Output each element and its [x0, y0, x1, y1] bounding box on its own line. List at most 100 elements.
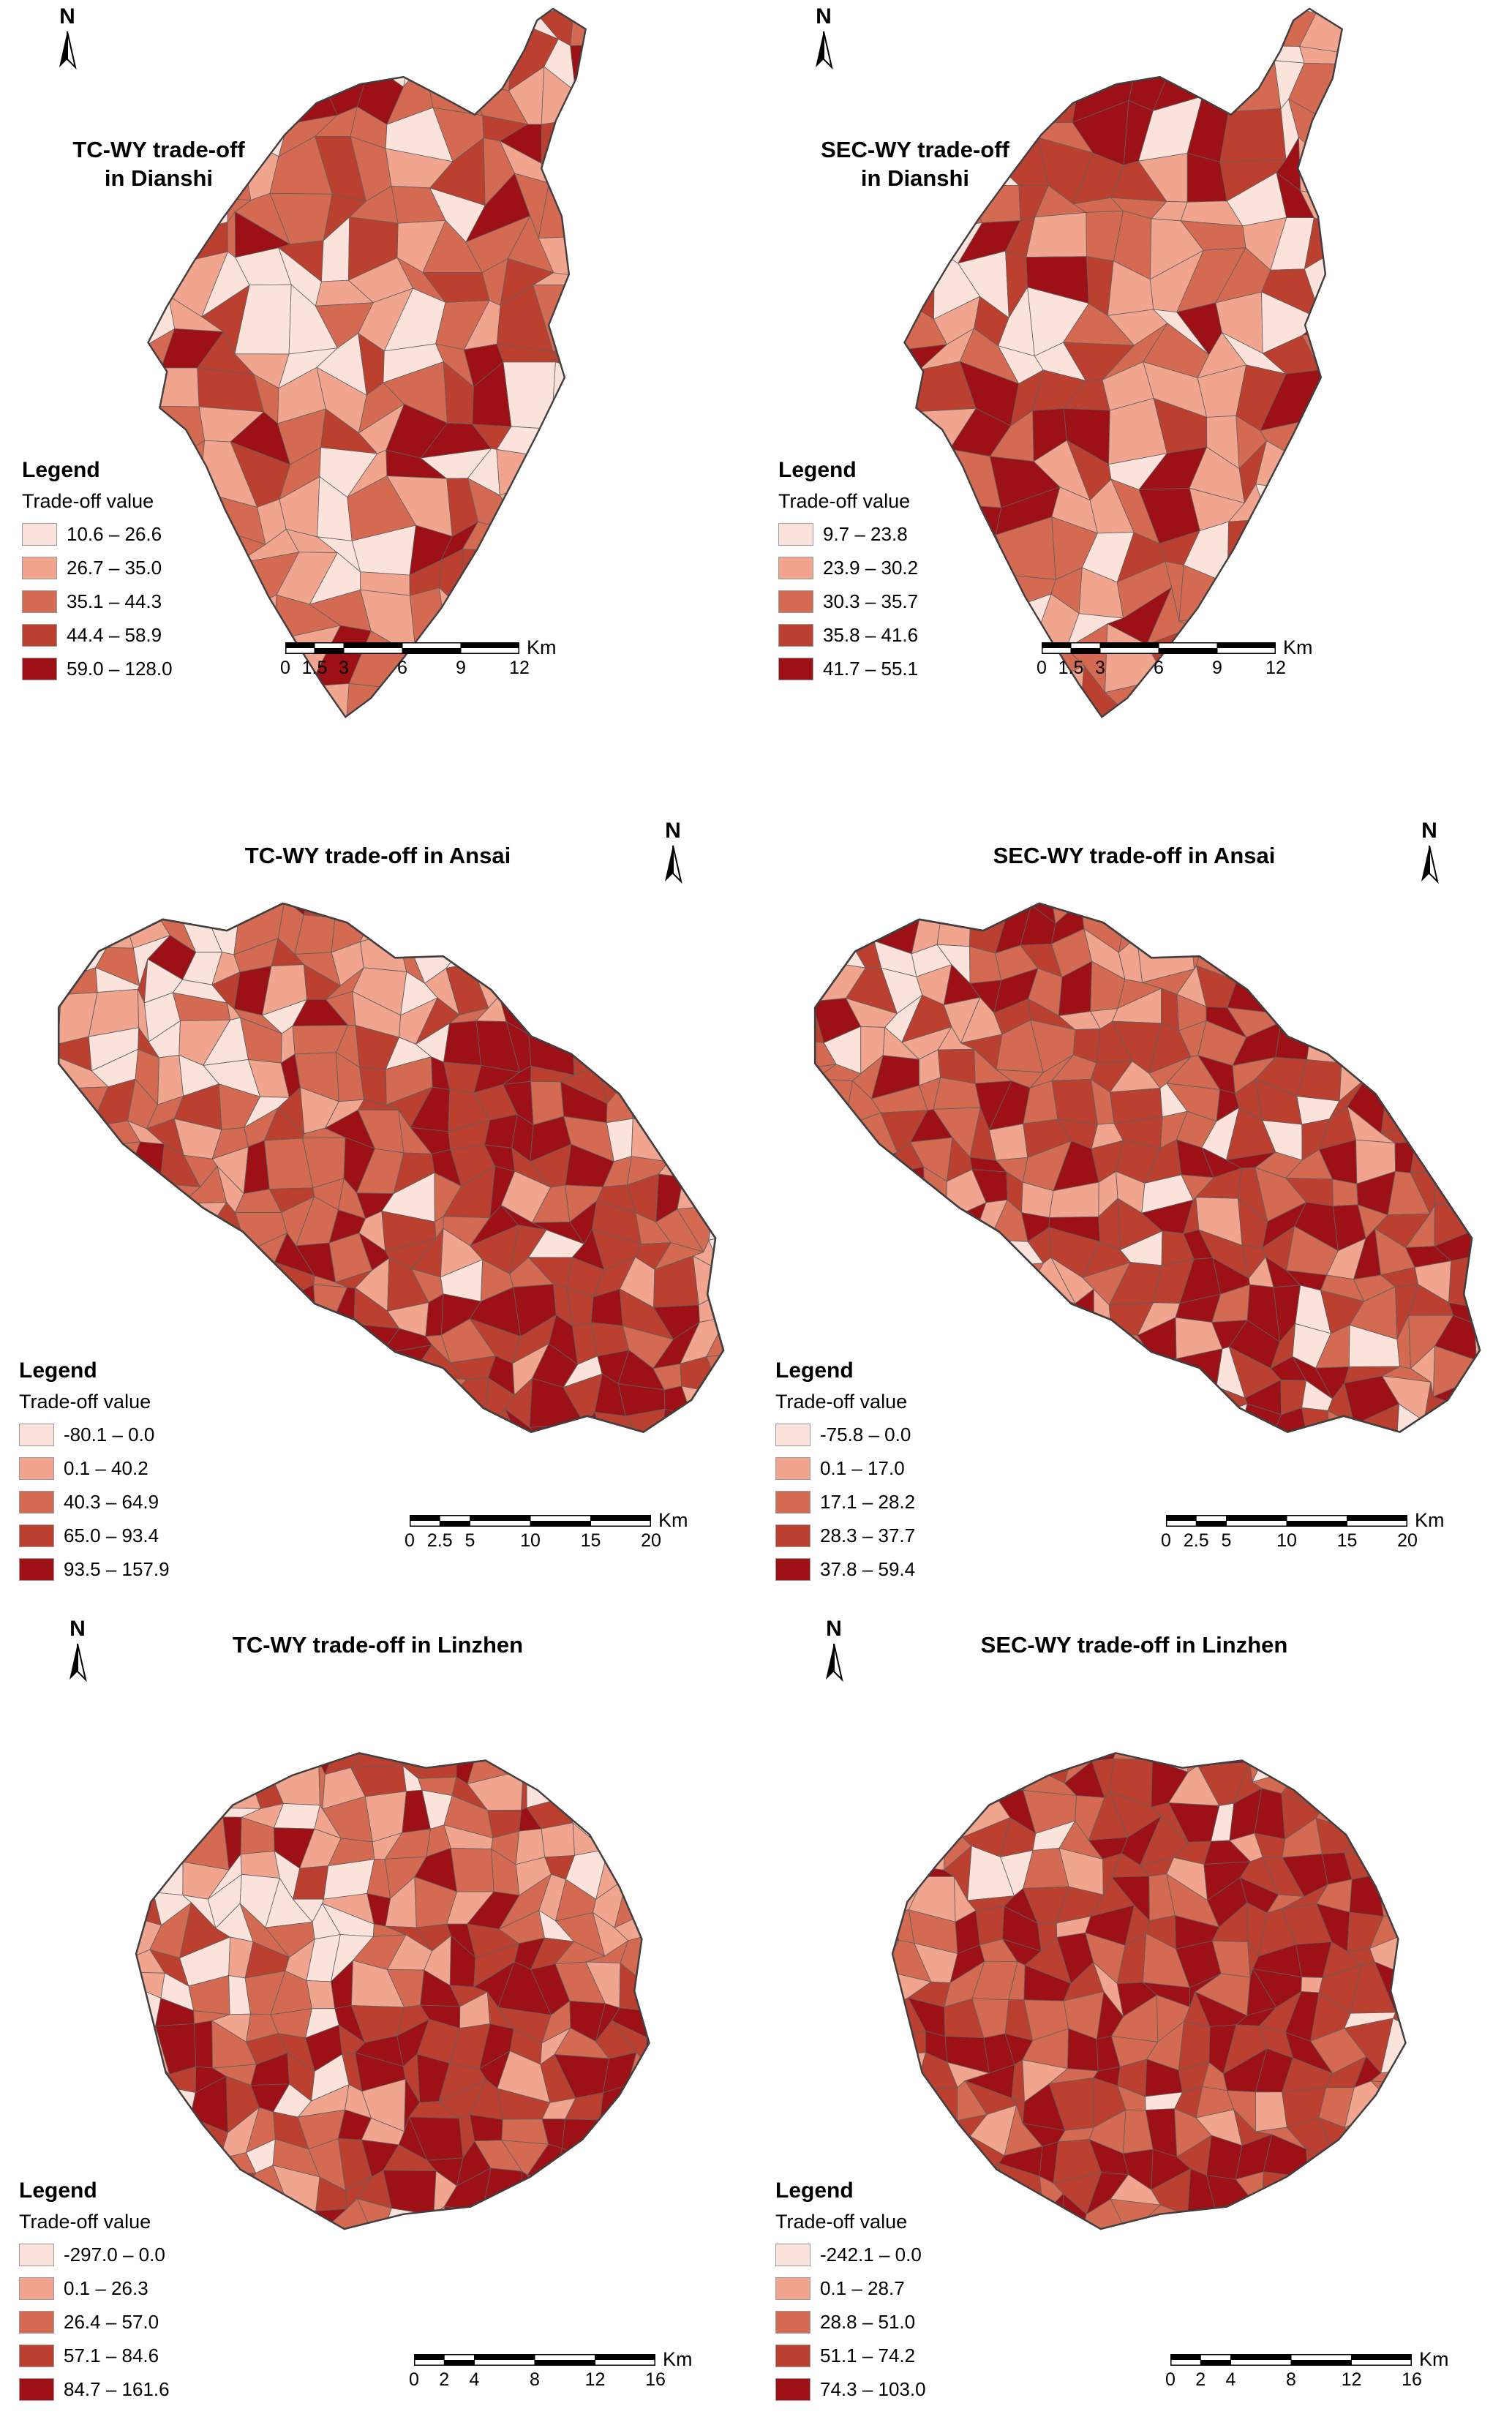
- legend-swatch: [775, 2244, 810, 2266]
- legend-swatch: [22, 557, 57, 579]
- legend-swatch: [778, 658, 813, 680]
- legend-item: -297.0 – 0.0: [19, 2244, 170, 2266]
- north-label: N: [665, 819, 681, 843]
- north-label: N: [59, 4, 75, 29]
- north-needle-icon: [1421, 845, 1439, 884]
- scale-tick: 3: [339, 658, 349, 678]
- legend-swatch: [778, 557, 813, 579]
- legend: Legend Trade-off value -242.1 – 0.0 0.1 …: [775, 2178, 926, 2412]
- legend-item: 57.1 – 84.6: [19, 2345, 170, 2367]
- scale-bar: Km 0 2.5 5 10 15 20: [405, 1509, 688, 1554]
- scale-bar: Km 0 2 4 8 12 16: [409, 2348, 693, 2393]
- legend-swatch: [19, 1524, 54, 1547]
- legend-item: 0.1 – 17.0: [775, 1457, 915, 1480]
- legend-item: -75.8 – 0.0: [775, 1424, 915, 1446]
- scale-tick: 15: [580, 1530, 601, 1551]
- legend-swatch: [22, 658, 57, 680]
- scale-tick: 0: [405, 1530, 415, 1551]
- legend-item: -80.1 – 0.0: [19, 1424, 170, 1446]
- legend-swatch: [22, 523, 57, 546]
- legend-item: 17.1 – 28.2: [775, 1491, 915, 1514]
- legend-swatch: [19, 2345, 54, 2367]
- legend-swatch: [19, 1424, 54, 1446]
- legend-item: 10.6 – 26.6: [22, 523, 173, 546]
- scale-tick: 5: [1221, 1530, 1232, 1551]
- legend-class-label: 74.3 – 103.0: [820, 2378, 926, 2400]
- legend-item: 37.8 – 59.4: [775, 1558, 915, 1581]
- scale-tick: 0: [280, 658, 290, 678]
- north-arrow: N: [660, 820, 686, 884]
- legend-title: Legend: [22, 458, 100, 482]
- north-label: N: [69, 1617, 86, 1641]
- panel-tc-wy-linzhen: N TC-WY trade-off in Linzhen Legend Trad…: [0, 1617, 756, 2425]
- scale-tick: 5: [464, 1530, 475, 1551]
- north-needle-icon: [59, 31, 77, 70]
- legend-item: 74.3 – 103.0: [775, 2378, 926, 2401]
- scale-tick: 2: [1195, 2369, 1206, 2390]
- scale-tick: 0: [1165, 2369, 1176, 2390]
- north-label: N: [826, 1617, 842, 1641]
- legend-swatch: [19, 1491, 54, 1514]
- legend-swatch: [19, 1558, 54, 1581]
- legend-swatch: [775, 1457, 810, 1480]
- legend-subtitle: Trade-off value: [19, 1391, 151, 1413]
- scale-bar: Km 0 2.5 5 10 15 20: [1161, 1509, 1445, 1554]
- legend-class-label: 28.3 – 37.7: [820, 1524, 916, 1546]
- legend-item: -242.1 – 0.0: [775, 2244, 926, 2266]
- scale-tick: 12: [509, 658, 530, 678]
- legend-item: 0.1 – 28.7: [775, 2277, 926, 2300]
- legend-class-label: 93.5 – 157.9: [64, 1558, 170, 1580]
- legend-swatch: [19, 2378, 54, 2401]
- legend-item: 40.3 – 64.9: [19, 1491, 170, 1514]
- legend-swatch: [778, 624, 813, 647]
- scale-tick: 0: [1161, 1530, 1171, 1551]
- legend-class-label: 59.0 – 128.0: [67, 658, 173, 680]
- north-label: N: [1421, 819, 1437, 843]
- scale-ticks: 0 1.5 3 6 9 12: [280, 658, 530, 681]
- scale-bar-bar: Km: [1166, 1509, 1445, 1531]
- legend-item: 26.7 – 35.0: [22, 557, 173, 579]
- scale-tick: 10: [520, 1530, 541, 1551]
- scale-tick: 6: [397, 658, 407, 678]
- legend-class-label: -80.1 – 0.0: [64, 1424, 155, 1445]
- legend-subtitle: Trade-off value: [22, 490, 154, 512]
- scale-bar-graphic: [414, 2354, 655, 2366]
- scale-tick: 12: [1341, 2369, 1362, 2390]
- legend-swatch: [775, 2311, 810, 2334]
- legend-item: 59.0 – 128.0: [22, 658, 173, 680]
- scale-tick: 0: [409, 2369, 419, 2390]
- scale-bar-bar: Km: [414, 2348, 693, 2370]
- choropleth-map: [891, 1752, 1407, 2230]
- legend-swatch: [775, 1424, 810, 1446]
- north-arrow: N: [821, 1618, 847, 1683]
- scale-bar-graphic: [1170, 2354, 1412, 2366]
- legend-class-label: 40.3 – 64.9: [64, 1491, 159, 1513]
- scale-tick: 20: [1397, 1530, 1418, 1551]
- scale-bar: Km 0 2 4 8 12 16: [1165, 2348, 1448, 2393]
- map-title: TC-WY trade-off in Linzhen: [232, 1632, 524, 1658]
- legend-class-label: 35.1 – 44.3: [67, 590, 162, 612]
- scale-tick: 4: [469, 2369, 480, 2390]
- scale-tick: 2.5: [1183, 1530, 1209, 1551]
- legend-swatch: [775, 2345, 810, 2367]
- legend-item: 28.8 – 51.0: [775, 2311, 926, 2334]
- legend-class-label: 26.7 – 35.0: [67, 557, 162, 579]
- scale-tick: 12: [1265, 658, 1286, 678]
- choropleth-map: [903, 7, 1344, 718]
- scale-ticks: 0 2.5 5 10 15 20: [405, 1530, 661, 1554]
- legend-item: 0.1 – 26.3: [19, 2277, 170, 2300]
- legend-class-label: 0.1 – 17.0: [820, 1457, 905, 1479]
- legend-item: 28.3 – 37.7: [775, 1524, 915, 1547]
- legend-class-label: 0.1 – 40.2: [64, 1457, 148, 1479]
- scale-bar-graphic: [1042, 642, 1276, 654]
- legend-title: Legend: [19, 2178, 97, 2203]
- legend-subtitle: Trade-off value: [19, 2211, 151, 2233]
- legend-item: 84.7 – 161.6: [19, 2378, 170, 2401]
- scale-unit-label: Km: [663, 2348, 693, 2370]
- scale-ticks: 0 2 4 8 12 16: [409, 2369, 666, 2393]
- legend-item: 0.1 – 40.2: [19, 1457, 170, 1480]
- legend-item: 51.1 – 74.2: [775, 2345, 926, 2367]
- scale-unit-label: Km: [527, 636, 557, 658]
- north-arrow: N: [1416, 820, 1443, 884]
